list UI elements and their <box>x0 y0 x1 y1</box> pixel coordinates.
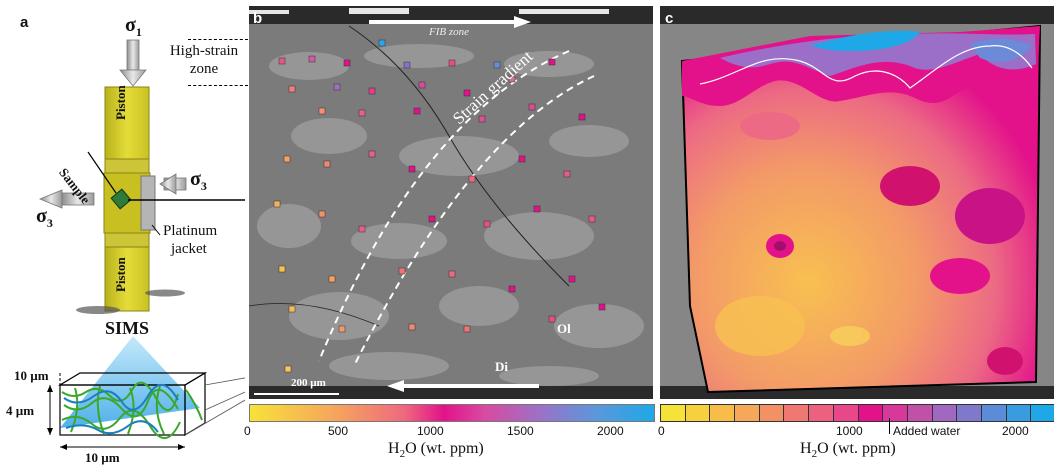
high-strain-top-line <box>188 39 248 40</box>
added-water-label: Added water <box>893 424 961 438</box>
platinum-jacket-label: Platinum jacket <box>163 222 217 258</box>
added-water-tick <box>889 418 890 434</box>
sims-spots <box>273 39 606 373</box>
panel-letter-c: c <box>665 10 674 27</box>
high-strain-line2: zone <box>189 61 219 77</box>
colorbar-c-label: H2O (wt. ppm) <box>800 440 896 461</box>
panel-letter-b: b <box>253 10 263 27</box>
sem-image-c: c <box>660 6 1054 399</box>
sigma3-left-label: σ3 <box>36 205 53 230</box>
colorbar-c <box>660 404 1054 422</box>
colorbar-b-tick: 1000 <box>417 424 444 438</box>
sigma1-label: σ1 <box>125 14 142 39</box>
colorbar-b-label: H2O (wt. ppm) <box>388 440 484 461</box>
scale-bar-label: 200 µm <box>291 377 326 389</box>
dim-side-label: 4 µm <box>6 403 35 418</box>
high-strain-zone-label: High-strain zone <box>160 42 248 78</box>
sigma3-right-label: σ3 <box>190 168 207 193</box>
colorbar-c-tick: 2000 <box>1002 424 1029 438</box>
high-strain-bottom-line <box>188 85 248 86</box>
sims-label: SIMS <box>105 318 150 338</box>
mineral-ol-label: Ol <box>557 321 571 336</box>
sem-image-b: b FIB zone Strain gradient Ol Di 200 µm <box>249 6 653 399</box>
mineral-di-label: Di <box>495 359 508 374</box>
dim-top-label: 10 µm <box>14 368 49 383</box>
deformation-apparatus-diagram <box>38 39 245 450</box>
colorbar-c-tick: 0 <box>658 424 665 438</box>
colorbar-b <box>249 404 655 422</box>
piston-bottom-label: Piston <box>113 257 128 292</box>
fib-zone-label: FIB zone <box>429 26 470 38</box>
jacket-label-line2: jacket <box>171 241 207 257</box>
colorbar-c-tick: 1000 <box>836 424 863 438</box>
sem-texture-b <box>249 6 653 399</box>
colorbar-b-tick: 500 <box>328 424 349 438</box>
piston-top-label: Piston <box>113 85 128 120</box>
water-contour-map <box>660 6 1054 399</box>
dim-bottom-label: 10 µm <box>85 450 120 465</box>
colorbar-b-tick: 2000 <box>597 424 624 438</box>
high-strain-line1: High-strain <box>169 43 239 59</box>
colorbar-b-tick: 1500 <box>507 424 534 438</box>
colorbar-b-tick: 0 <box>244 424 251 438</box>
jacket-label-line1: Platinum <box>163 223 218 239</box>
panel-letter-a: a <box>20 14 29 31</box>
